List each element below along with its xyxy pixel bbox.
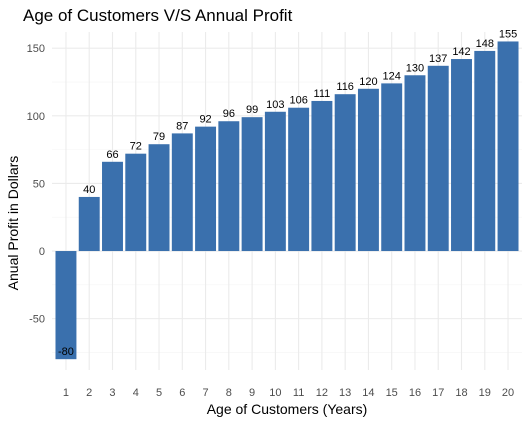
bar-value-label: 87 [176, 120, 188, 132]
bar [334, 94, 356, 252]
x-tick-label: 9 [249, 387, 255, 399]
bar-value-label: 130 [406, 62, 424, 74]
bar [404, 75, 426, 252]
y-axis-ticks: -50 0 50 100 150 [27, 43, 45, 325]
bar-value-label: 120 [359, 76, 377, 88]
bar-value-label: 148 [476, 38, 494, 50]
bar-series [55, 41, 519, 360]
bar [357, 88, 379, 252]
bar-value-label: 99 [246, 104, 258, 116]
bar [451, 59, 472, 252]
bar [195, 126, 217, 252]
bar-value-label: 103 [266, 99, 284, 111]
bar-value-label: 137 [429, 53, 447, 65]
bar [264, 111, 286, 252]
x-tick-label: 12 [316, 387, 328, 399]
bar-value-label: 79 [153, 131, 165, 143]
y-tick-label: 0 [39, 246, 45, 258]
x-tick-label: 3 [109, 387, 115, 399]
x-tick-label: 14 [362, 387, 374, 399]
x-tick-label: 2 [86, 387, 92, 399]
bar [218, 121, 240, 252]
x-tick-label: 18 [455, 387, 467, 399]
y-tick-label: 100 [27, 111, 45, 123]
x-tick-label: 17 [432, 387, 444, 399]
x-tick-label: 6 [179, 387, 185, 399]
bar-value-label: 92 [199, 114, 211, 126]
bar-value-label: 66 [106, 149, 118, 161]
x-tick-label: 16 [409, 387, 421, 399]
bar [125, 153, 147, 252]
bar [497, 41, 519, 252]
bar [381, 83, 403, 252]
bar [311, 100, 333, 252]
bar [427, 65, 449, 252]
bar-value-label: 116 [336, 81, 354, 93]
bar [474, 50, 496, 252]
bar-value-label: 111 [314, 88, 331, 100]
y-tick-label: 150 [27, 43, 45, 55]
bar [288, 107, 310, 252]
bar-value-label: 124 [383, 70, 401, 82]
x-tick-label: 10 [269, 387, 281, 399]
x-tick-label: 20 [502, 387, 514, 399]
x-tick-label: 13 [339, 387, 351, 399]
bar [55, 251, 77, 360]
bar-value-label: 40 [83, 184, 95, 196]
bar [78, 196, 100, 252]
x-tick-label: 4 [133, 387, 139, 399]
x-tick-label: 7 [203, 387, 209, 399]
bar [241, 117, 263, 252]
bar-value-label: -80 [58, 346, 74, 358]
x-axis-ticks: 1 2 3 4 5 6 7 8 9 10 11 12 13 14 15 16 17 18 19 20 [63, 387, 514, 399]
bar-value-label: 72 [130, 141, 142, 153]
bar-value-label: 155 [499, 28, 517, 40]
data-labels: -80 40 66 72 79 87 92 96 99 103 106 111 116 120 124 130… [58, 28, 517, 358]
bar [148, 144, 170, 252]
x-tick-label: 11 [293, 387, 304, 399]
bar [171, 133, 193, 252]
x-tick-label: 8 [226, 387, 232, 399]
x-tick-label: 15 [386, 387, 398, 399]
y-axis-title: Anual Profit in Dollars [5, 156, 21, 291]
bar-value-label: 106 [289, 95, 307, 107]
y-tick-label: -50 [29, 314, 45, 326]
y-tick-label: 50 [33, 178, 45, 190]
x-tick-label: 1 [63, 387, 69, 399]
chart-title: Age of Customers V/S Annual Profit [23, 6, 293, 25]
x-axis-title: Age of Customers (Years) [207, 401, 368, 417]
bar-value-label: 142 [452, 46, 470, 58]
x-tick-label: 19 [479, 387, 491, 399]
x-tick-label: 5 [156, 387, 162, 399]
bar [102, 161, 123, 252]
bar-value-label: 96 [223, 108, 235, 120]
